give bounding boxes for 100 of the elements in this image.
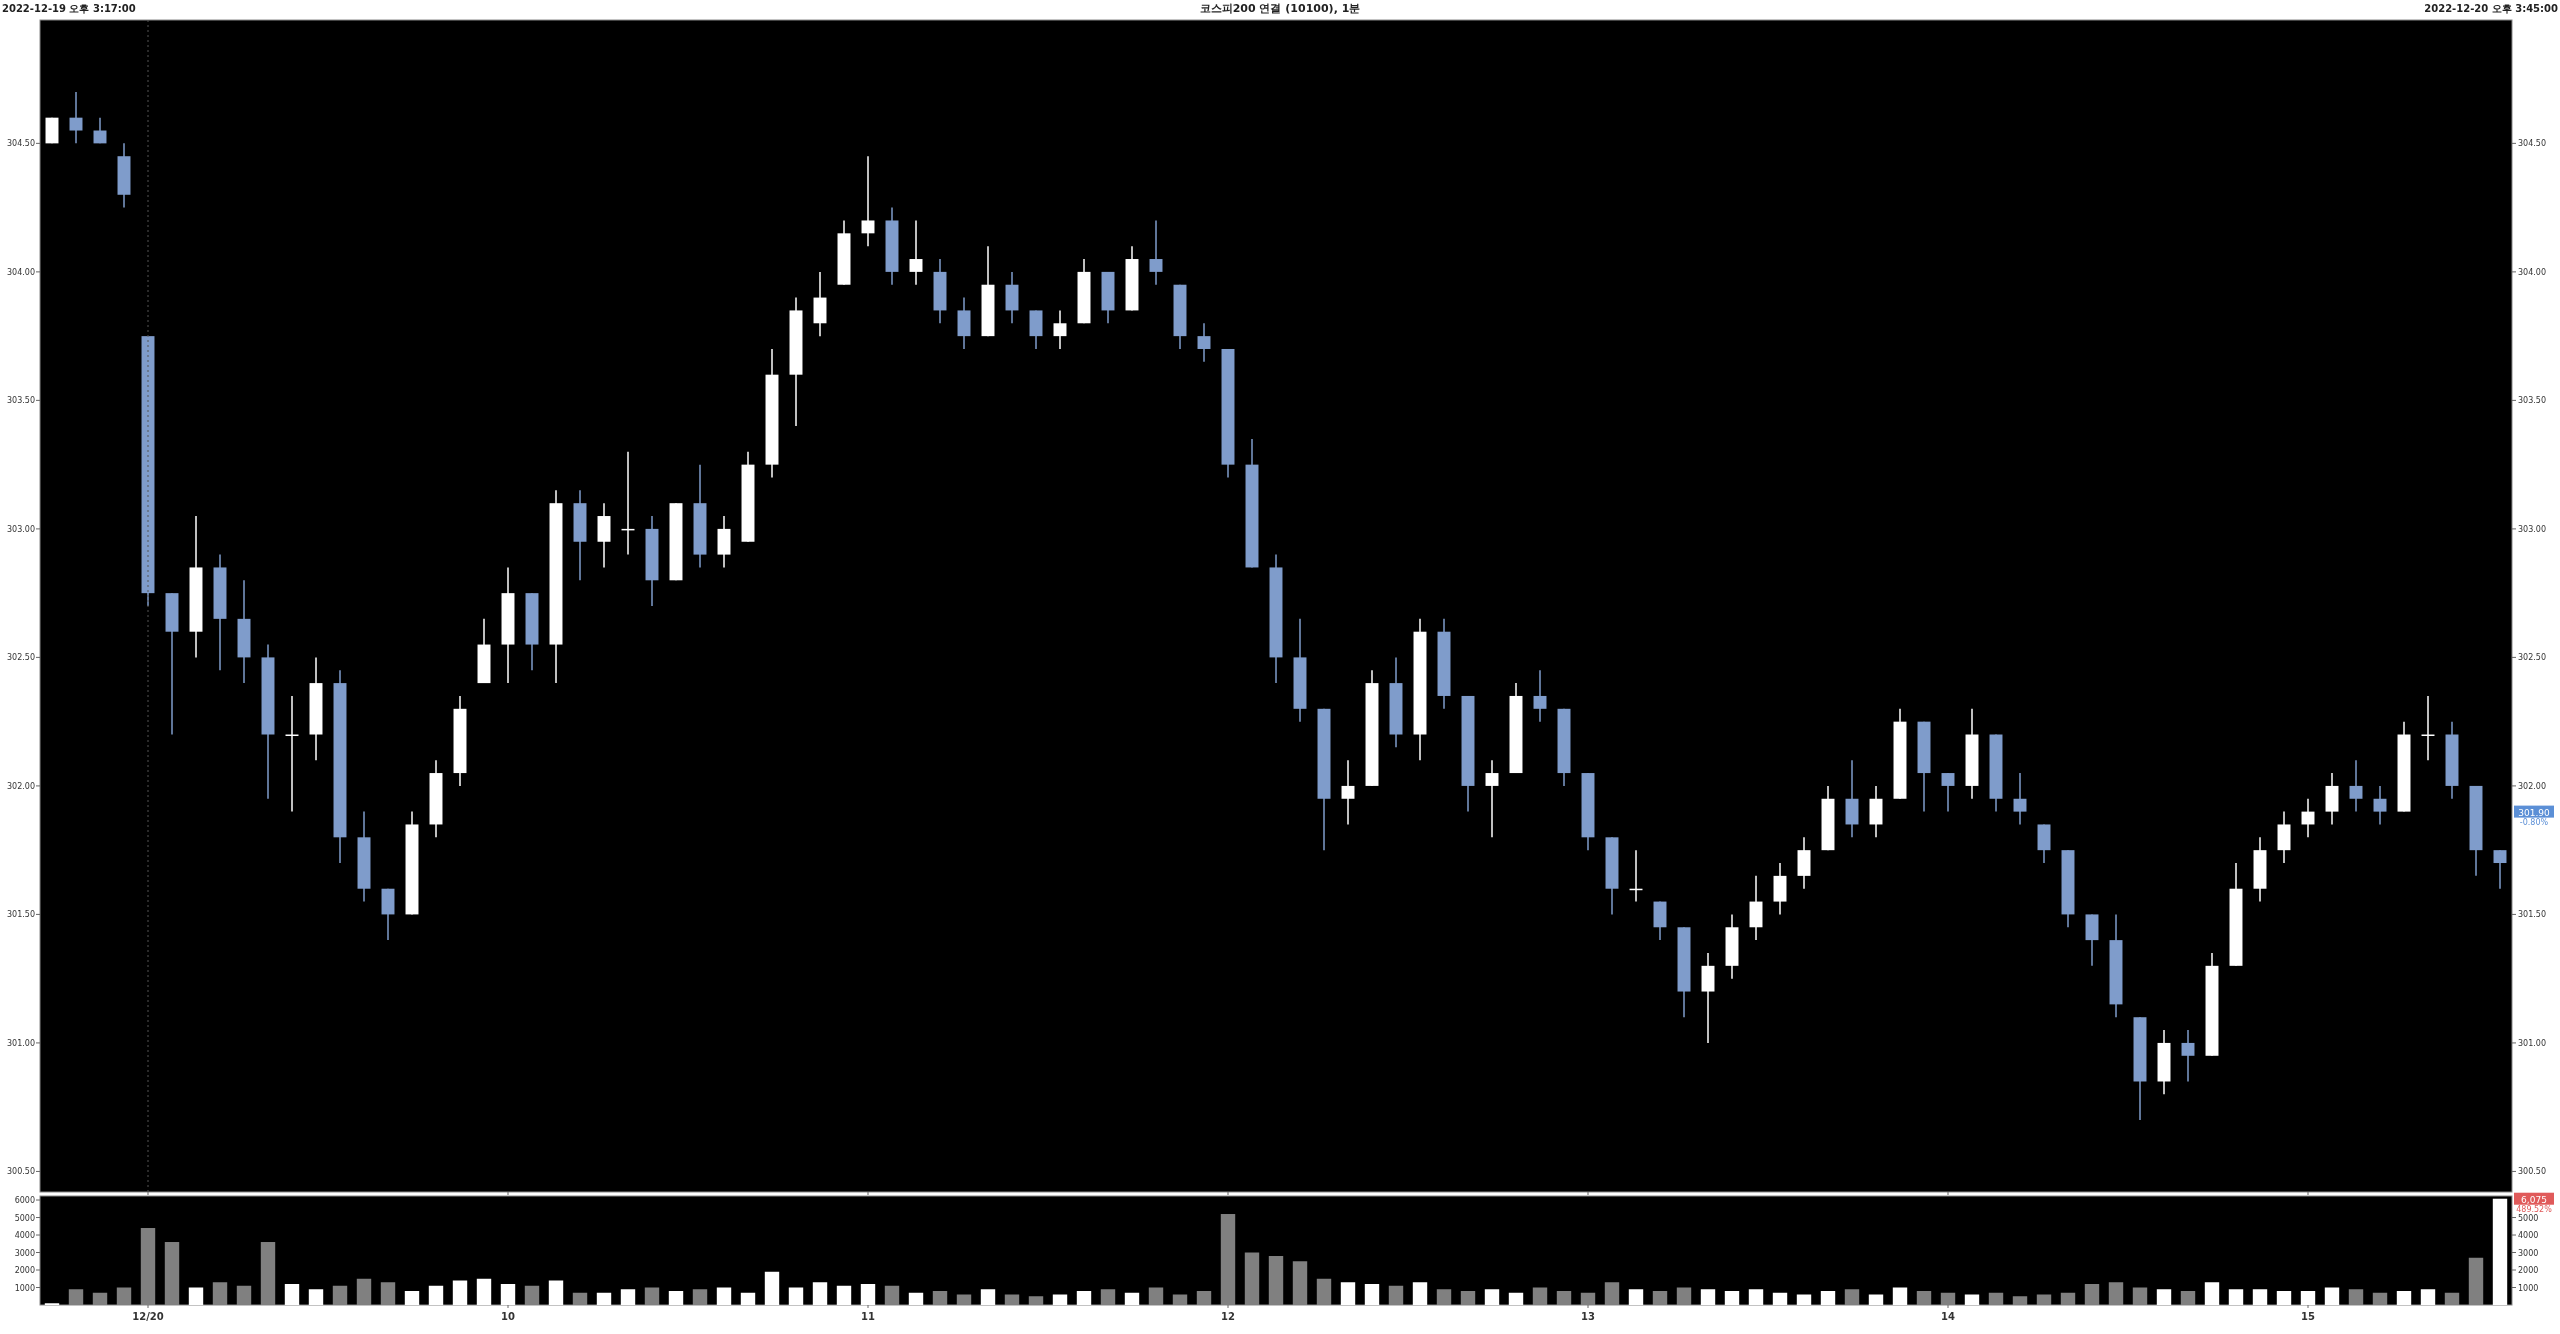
text: 489.52% <box>2516 1204 2553 1214</box>
bar <box>2276 1291 2292 1305</box>
y-tick-label: 302.00 <box>7 781 35 791</box>
annotation: 6,075 <box>2521 1194 2547 1205</box>
bar <box>2324 1287 2340 1305</box>
bar <box>404 1291 420 1305</box>
bar <box>1052 1294 1068 1305</box>
x-tick-label: 12/20 <box>132 1311 164 1322</box>
candlestick <box>2493 849 2507 890</box>
bar <box>1340 1282 1356 1305</box>
text: -0.80% <box>2519 817 2549 827</box>
bar <box>860 1284 876 1305</box>
bar <box>716 1287 732 1305</box>
candlestick <box>2373 785 2387 826</box>
y-tick-label: 5000 <box>14 1213 35 1223</box>
candlestick <box>1053 309 1067 350</box>
bar <box>1484 1289 1500 1305</box>
candlestick <box>1149 219 1163 286</box>
x-tick-label: 11 <box>861 1311 875 1322</box>
bar <box>284 1284 300 1305</box>
y2-tick-label: 303.00 <box>2518 524 2546 534</box>
bar <box>476 1278 492 1305</box>
bar <box>1628 1289 1644 1305</box>
x-tick-label: 14 <box>1941 1311 1955 1322</box>
y-tick-label: 301.00 <box>7 1038 35 1048</box>
bar <box>836 1285 852 1305</box>
bar <box>1076 1291 1092 1305</box>
y-tick-label: 303.50 <box>7 396 35 406</box>
bar <box>1868 1294 1884 1305</box>
y-tick-label: 1000 <box>14 1283 35 1293</box>
candlestick <box>1533 669 1547 723</box>
bar <box>1724 1291 1740 1305</box>
bar <box>2204 1282 2220 1305</box>
bar <box>1364 1284 1380 1305</box>
bar <box>596 1292 612 1305</box>
bar <box>2492 1198 2508 1305</box>
bar <box>548 1280 564 1305</box>
bar <box>620 1289 636 1305</box>
bar <box>788 1287 804 1305</box>
candlestick <box>1341 759 1355 826</box>
bar <box>452 1280 468 1305</box>
y2-tick-label: 1000 <box>2518 1283 2539 1293</box>
text: 2022-12-20 오후 3:45:00 <box>2424 3 2559 14</box>
y-tick-label: 301.50 <box>7 910 35 920</box>
text: 2022-12-19 오후 3:17:00 <box>2 3 136 14</box>
y2-tick-label: 300.50 <box>2518 1167 2546 1177</box>
bar <box>428 1285 444 1305</box>
bar <box>980 1289 996 1305</box>
bar <box>2252 1289 2268 1305</box>
y-tick-label: 300.50 <box>7 1167 35 1177</box>
candlestick <box>1485 759 1499 839</box>
bar <box>2420 1289 2436 1305</box>
y-tick-label: 2000 <box>14 1266 35 1276</box>
bar <box>1124 1292 1140 1305</box>
x-tick-label: 13 <box>1581 1311 1595 1322</box>
y2-tick-label: 303.50 <box>2518 396 2546 406</box>
y2-tick-label: 302.50 <box>2518 653 2546 663</box>
y-tick-label: 303.00 <box>7 524 35 534</box>
candlestick <box>1941 772 1955 813</box>
bar <box>1964 1294 1980 1305</box>
bar <box>188 1287 204 1305</box>
bar <box>1412 1282 1428 1305</box>
y-tick-label: 304.50 <box>7 139 35 149</box>
chart-title: 코스피200 연결 (10100), 1분 <box>1199 2 1361 15</box>
y-tick-label: 3000 <box>14 1248 35 1258</box>
x-tick-label: 10 <box>501 1311 515 1322</box>
bar <box>308 1289 324 1305</box>
bar <box>1700 1289 1716 1305</box>
y-tick-label: 4000 <box>14 1231 35 1241</box>
y2-tick-label: 301.00 <box>2518 1038 2546 1048</box>
candlestick <box>2349 759 2363 813</box>
bar <box>2156 1289 2172 1305</box>
bar <box>2300 1291 2316 1305</box>
bar <box>1796 1294 1812 1305</box>
candlestick <box>69 91 83 145</box>
y2-tick-label: 304.00 <box>2518 267 2546 277</box>
bar <box>740 1292 756 1305</box>
bar <box>1820 1291 1836 1305</box>
bar <box>2396 1291 2412 1305</box>
y2-tick-label: 3000 <box>2518 1248 2539 1258</box>
bar <box>764 1271 780 1305</box>
y2-tick-label: 5000 <box>2518 1213 2539 1223</box>
y-tick-label: 302.50 <box>7 653 35 663</box>
y2-tick-label: 301.50 <box>2518 910 2546 920</box>
bar <box>908 1292 924 1305</box>
candlestick <box>2013 772 2027 826</box>
annotation: 301.90 <box>2518 807 2551 818</box>
x-tick-label: 12 <box>1221 1311 1235 1322</box>
bar <box>1748 1289 1764 1305</box>
bar <box>1772 1292 1788 1305</box>
y2-tick-label: 2000 <box>2518 1266 2539 1276</box>
bar <box>2228 1289 2244 1305</box>
y2-tick-label: 302.00 <box>2518 781 2546 791</box>
bar <box>500 1284 516 1305</box>
y-tick-label: 304.00 <box>7 267 35 277</box>
candlestick <box>1197 322 1211 363</box>
candlestick <box>2181 1029 2195 1083</box>
y2-tick-label: 304.50 <box>2518 139 2546 149</box>
bar <box>1508 1292 1524 1305</box>
bar <box>668 1291 684 1305</box>
